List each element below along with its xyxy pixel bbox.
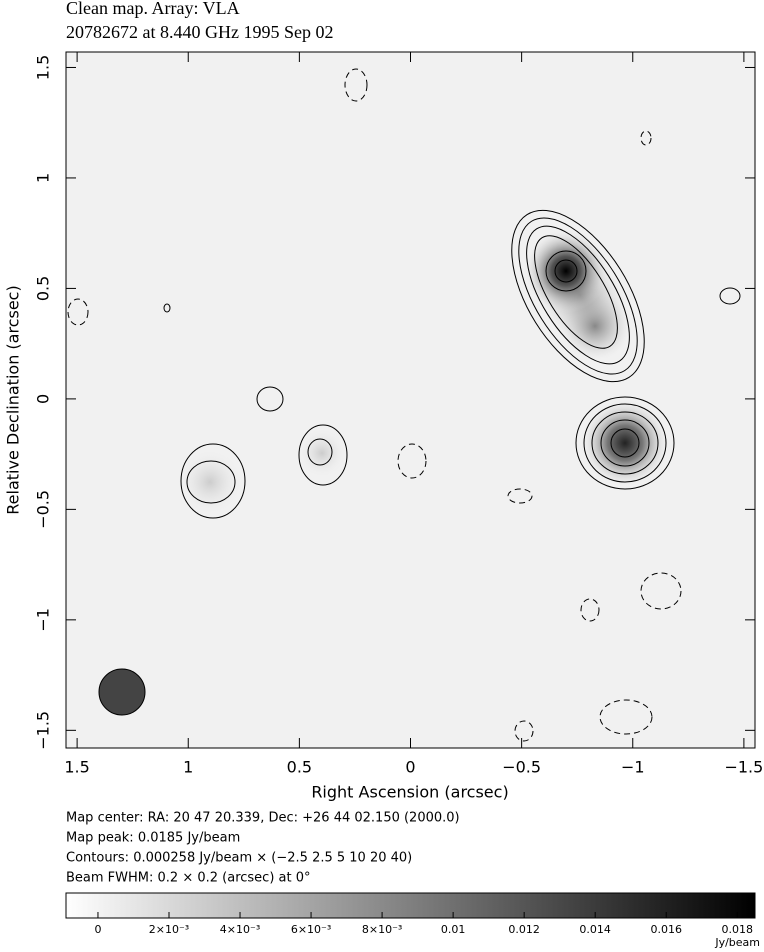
- negative-contour: [580, 598, 600, 622]
- negative-contour: [397, 443, 427, 479]
- y-tick-label: −1: [34, 608, 53, 632]
- contour: [163, 303, 171, 313]
- colorbar-label: Jy/beam: [714, 936, 760, 949]
- contour: [518, 217, 638, 375]
- colorbar-tick-label: 0.01: [441, 923, 466, 936]
- colorbar-tick-label: 0.014: [579, 923, 611, 936]
- contour: [186, 460, 236, 504]
- x-tick-label: 0: [405, 758, 415, 777]
- colorbar-tick-label: 0: [94, 923, 101, 936]
- info-line: Map peak: 0.0185 Jy/beam: [66, 831, 240, 846]
- y-tick-label: 0: [34, 394, 53, 404]
- negative-contour: [67, 298, 89, 326]
- negative-contour: [640, 572, 682, 610]
- contour: [600, 419, 650, 467]
- contour: [534, 235, 618, 349]
- y-tick-label: −1.5: [34, 711, 53, 750]
- x-axis-label: Right Ascension (arcsec): [311, 783, 508, 802]
- contour: [554, 259, 578, 283]
- contour: [545, 250, 587, 292]
- map-background: [66, 52, 755, 748]
- source-glow: [298, 429, 346, 477]
- y-axis-label: Relative Declination (arcsec): [4, 285, 23, 514]
- colorbar-tick-label: 6×10⁻³: [291, 923, 331, 936]
- y-tick-label: −0.5: [34, 490, 53, 529]
- info-line: Beam FWHM: 0.2 × 0.2 (arcsec) at 0°: [66, 871, 311, 886]
- source-glow: [524, 229, 608, 313]
- info-line: Map center: RA: 20 47 20.339, Dec: +26 4…: [66, 811, 460, 826]
- title: Clean map. Array: VLA: [66, 0, 240, 18]
- negative-contour: [514, 720, 534, 742]
- x-tick-label: −0.5: [502, 758, 541, 777]
- contour: [256, 386, 284, 412]
- contour: [180, 443, 246, 519]
- source-glow: [581, 399, 669, 487]
- y-tick-label: 1: [34, 173, 53, 183]
- map-info: Map center: RA: 20 47 20.339, Dec: +26 4…: [66, 811, 460, 886]
- colorbar-tick-label: 8×10⁻³: [362, 923, 402, 936]
- contour: [511, 209, 645, 383]
- colorbar-tick-label: 2×10⁻³: [149, 923, 189, 936]
- contour: [575, 396, 675, 490]
- contour: [591, 411, 659, 475]
- x-tick-label: −1: [621, 758, 645, 777]
- contour: [583, 403, 667, 483]
- subtitle: 20782672 at 8.440 GHz 1995 Sep 02: [66, 22, 333, 42]
- negative-contour: [599, 699, 653, 735]
- contour: [719, 287, 741, 305]
- info-line: Contours: 0.000258 Jy/beam × (−2.5 2.5 5…: [66, 851, 412, 866]
- contour: [610, 428, 640, 458]
- map-image: [66, 52, 755, 748]
- negative-contour: [640, 130, 652, 146]
- x-tick-label: 0.5: [287, 758, 312, 777]
- y-tick-label: 0.5: [34, 276, 53, 301]
- y-tick-label: 1.5: [34, 55, 53, 80]
- colorbar-tick-label: 0.016: [650, 923, 682, 936]
- negative-contour: [344, 68, 368, 102]
- beam: [98, 668, 146, 716]
- contour: [526, 225, 630, 365]
- x-tick-label: 1: [183, 758, 193, 777]
- x-tick-label: −1.5: [724, 758, 763, 777]
- x-tick-label: 1.5: [64, 758, 89, 777]
- colorbar-tick-label: 4×10⁻³: [220, 923, 260, 936]
- contour: [298, 424, 348, 486]
- contours: [67, 68, 741, 742]
- colorbar-tick-label: 0.018: [721, 923, 753, 936]
- colorbar-tick-label: 0.012: [508, 923, 540, 936]
- contour: [307, 438, 333, 466]
- negative-contour: [507, 488, 533, 504]
- colorbar: [65, 892, 756, 919]
